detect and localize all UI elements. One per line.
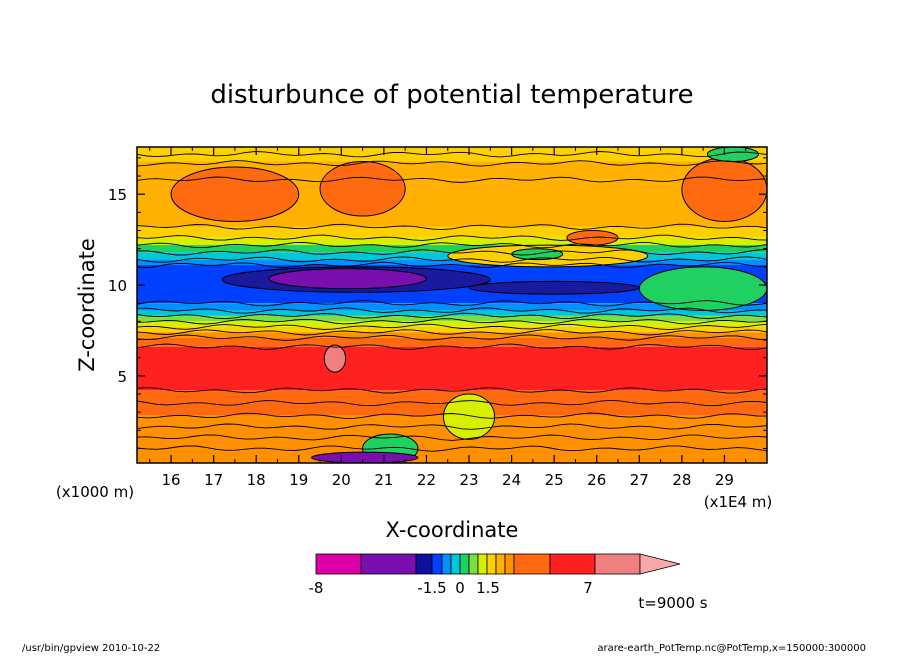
x-unit-label: (x1E4 m) <box>704 493 773 511</box>
contour-3 <box>137 223 767 231</box>
footer-right: arare-earth_PotTemp.nc@PotTemp,x=150000:… <box>597 643 866 654</box>
colorbar-labels: -8 -1.5 0 1.5 7 <box>309 579 593 597</box>
x-tick-label-11: 27 <box>630 471 649 489</box>
contour-10 <box>137 307 767 314</box>
footer-left: /usr/bin/gpview 2010-10-22 <box>22 643 160 654</box>
x-tick-label-0: 16 <box>162 471 181 489</box>
contour-6 <box>137 249 767 256</box>
colorbar-label-4: 7 <box>583 579 593 597</box>
y-tick-label-0: 5 <box>117 368 127 386</box>
feature-1 <box>319 161 406 217</box>
colorbar-segment-6 <box>459 553 470 575</box>
contour-0 <box>137 151 767 158</box>
colorbar-segment-5 <box>450 553 461 575</box>
band-10 <box>137 310 767 316</box>
x-tick-label-2: 18 <box>247 471 266 489</box>
colorbar-segment-7 <box>468 553 479 575</box>
colorbar-segment-2 <box>415 553 433 575</box>
feature-8 <box>268 268 427 290</box>
colorbar-label-1: -1.5 <box>417 579 446 597</box>
contour-5 <box>137 241 767 249</box>
contour-15 <box>137 334 767 341</box>
y-tick-label-1: 10 <box>108 277 127 295</box>
colorbar-label-2: 0 <box>455 579 465 597</box>
time-label: t=9000 s <box>638 594 707 612</box>
colorbar-segment-12 <box>513 553 551 575</box>
colorbar-segment-11 <box>504 553 515 575</box>
x-axis: 16 17 18 19 20 21 22 23 24 25 26 27 28 29 <box>149 147 747 489</box>
contour-14 <box>137 329 767 336</box>
colorbar-label-0: -8 <box>309 579 324 597</box>
contour-1 <box>137 160 767 167</box>
band-15 <box>137 337 767 347</box>
feature-2 <box>681 157 767 222</box>
band-16 <box>137 346 767 391</box>
contour-2 <box>137 176 767 183</box>
colorbar-segment-4 <box>441 553 452 575</box>
colorbar-label-3: 1.5 <box>476 579 500 597</box>
y-axis: 5 10 15 <box>108 157 767 449</box>
x-tick-label-1: 17 <box>204 471 223 489</box>
feature-9 <box>468 280 640 295</box>
contour-8 <box>137 261 767 269</box>
colorbar-segment-13 <box>549 553 596 575</box>
x-tick-label-7: 23 <box>459 471 478 489</box>
x-axis-label: X-coordinate <box>386 518 519 542</box>
y-axis-label: Z-coordinate <box>75 238 99 372</box>
colorbar-segment-3 <box>431 553 443 575</box>
feature-6 <box>638 266 767 311</box>
x-tick-label-4: 20 <box>332 471 351 489</box>
contour-18 <box>137 399 767 407</box>
x-tick-label-5: 21 <box>374 471 393 489</box>
colorbar-segment-8 <box>477 553 488 575</box>
x-tick-label-6: 22 <box>417 471 436 489</box>
x-tick-label-8: 24 <box>502 471 521 489</box>
band-9 <box>137 303 767 311</box>
contour-9 <box>137 299 767 307</box>
band-1 <box>137 161 767 180</box>
contour-12 <box>137 318 767 325</box>
band-14 <box>137 332 767 338</box>
y-tick-label-2: 15 <box>108 186 127 204</box>
band-13 <box>137 326 767 333</box>
colorbar-segment-1 <box>360 553 417 575</box>
band-12 <box>137 321 767 327</box>
contour-22 <box>137 445 767 452</box>
colorbar-arrow <box>639 553 681 575</box>
band-7 <box>137 259 767 266</box>
contour-lines <box>137 151 767 452</box>
feature-10 <box>706 147 759 163</box>
contour-13 <box>137 323 767 331</box>
contour-21 <box>137 434 767 441</box>
colorbar-segment-0 <box>315 553 362 575</box>
x-tick-label-9: 25 <box>545 471 564 489</box>
contour-20 <box>137 423 767 430</box>
x-tick-label-12: 28 <box>672 471 691 489</box>
band-5 <box>137 245 767 253</box>
feature-11 <box>323 344 347 373</box>
band-3 <box>137 226 767 238</box>
x-tick-label-3: 19 <box>289 471 308 489</box>
contour-7 <box>137 256 767 263</box>
y-unit-label: (x1000 m) <box>56 483 134 501</box>
contour-17 <box>137 387 767 394</box>
contour-11 <box>137 312 767 320</box>
plot-area <box>137 147 767 463</box>
x-tick-label-13: 29 <box>715 471 734 489</box>
contour-19 <box>137 412 767 419</box>
plot-frame <box>136 146 768 464</box>
colorbar-segment-10 <box>495 553 506 575</box>
contour-4 <box>137 234 767 241</box>
colorbar <box>315 553 681 575</box>
band-4 <box>137 237 767 246</box>
contour-16 <box>137 343 767 350</box>
x-tick-label-10: 26 <box>587 471 606 489</box>
chart-title: disturbunce of potential temperature <box>210 80 693 110</box>
feature-14 <box>311 451 419 463</box>
feature-0 <box>170 166 300 222</box>
colorbar-segment-9 <box>486 553 497 575</box>
colorbar-segment-14 <box>594 553 641 575</box>
band-0 <box>137 147 767 162</box>
